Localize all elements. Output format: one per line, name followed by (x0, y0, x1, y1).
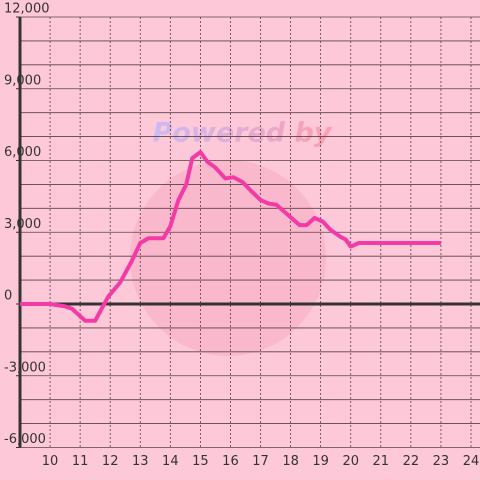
y-tick-label: 9,000 (4, 73, 41, 88)
x-tick-label: 15 (192, 454, 209, 469)
x-tick-label: 13 (132, 454, 149, 469)
y-tick-label: 0 (4, 289, 12, 304)
x-tick-label: 22 (403, 454, 420, 469)
watermark-image (130, 160, 326, 356)
y-tick-label: -6,000 (4, 432, 46, 447)
x-tick-label: 10 (42, 454, 59, 469)
x-tick-label: 16 (222, 454, 239, 469)
line (20, 150, 441, 323)
y-tick-label: 6,000 (4, 145, 41, 160)
x-tick-label: 17 (252, 454, 269, 469)
y-tick-label: -3,000 (4, 360, 46, 375)
y-tick-label: 3,000 (4, 217, 41, 232)
x-tick-label: 18 (282, 454, 299, 469)
x-tick-label: 19 (312, 454, 329, 469)
watermark: Powered by (153, 118, 333, 149)
x-tick-label: 21 (373, 454, 390, 469)
y-tick-label: 12,000 (4, 2, 50, 17)
x-tick-label: 23 (433, 454, 450, 469)
x-tick-label: 20 (342, 454, 359, 469)
x-tick-label: 12 (102, 454, 119, 469)
x-tick-label: 24 (463, 454, 480, 469)
x-tick-label: 14 (162, 454, 179, 469)
x-tick-label: 11 (72, 454, 89, 469)
